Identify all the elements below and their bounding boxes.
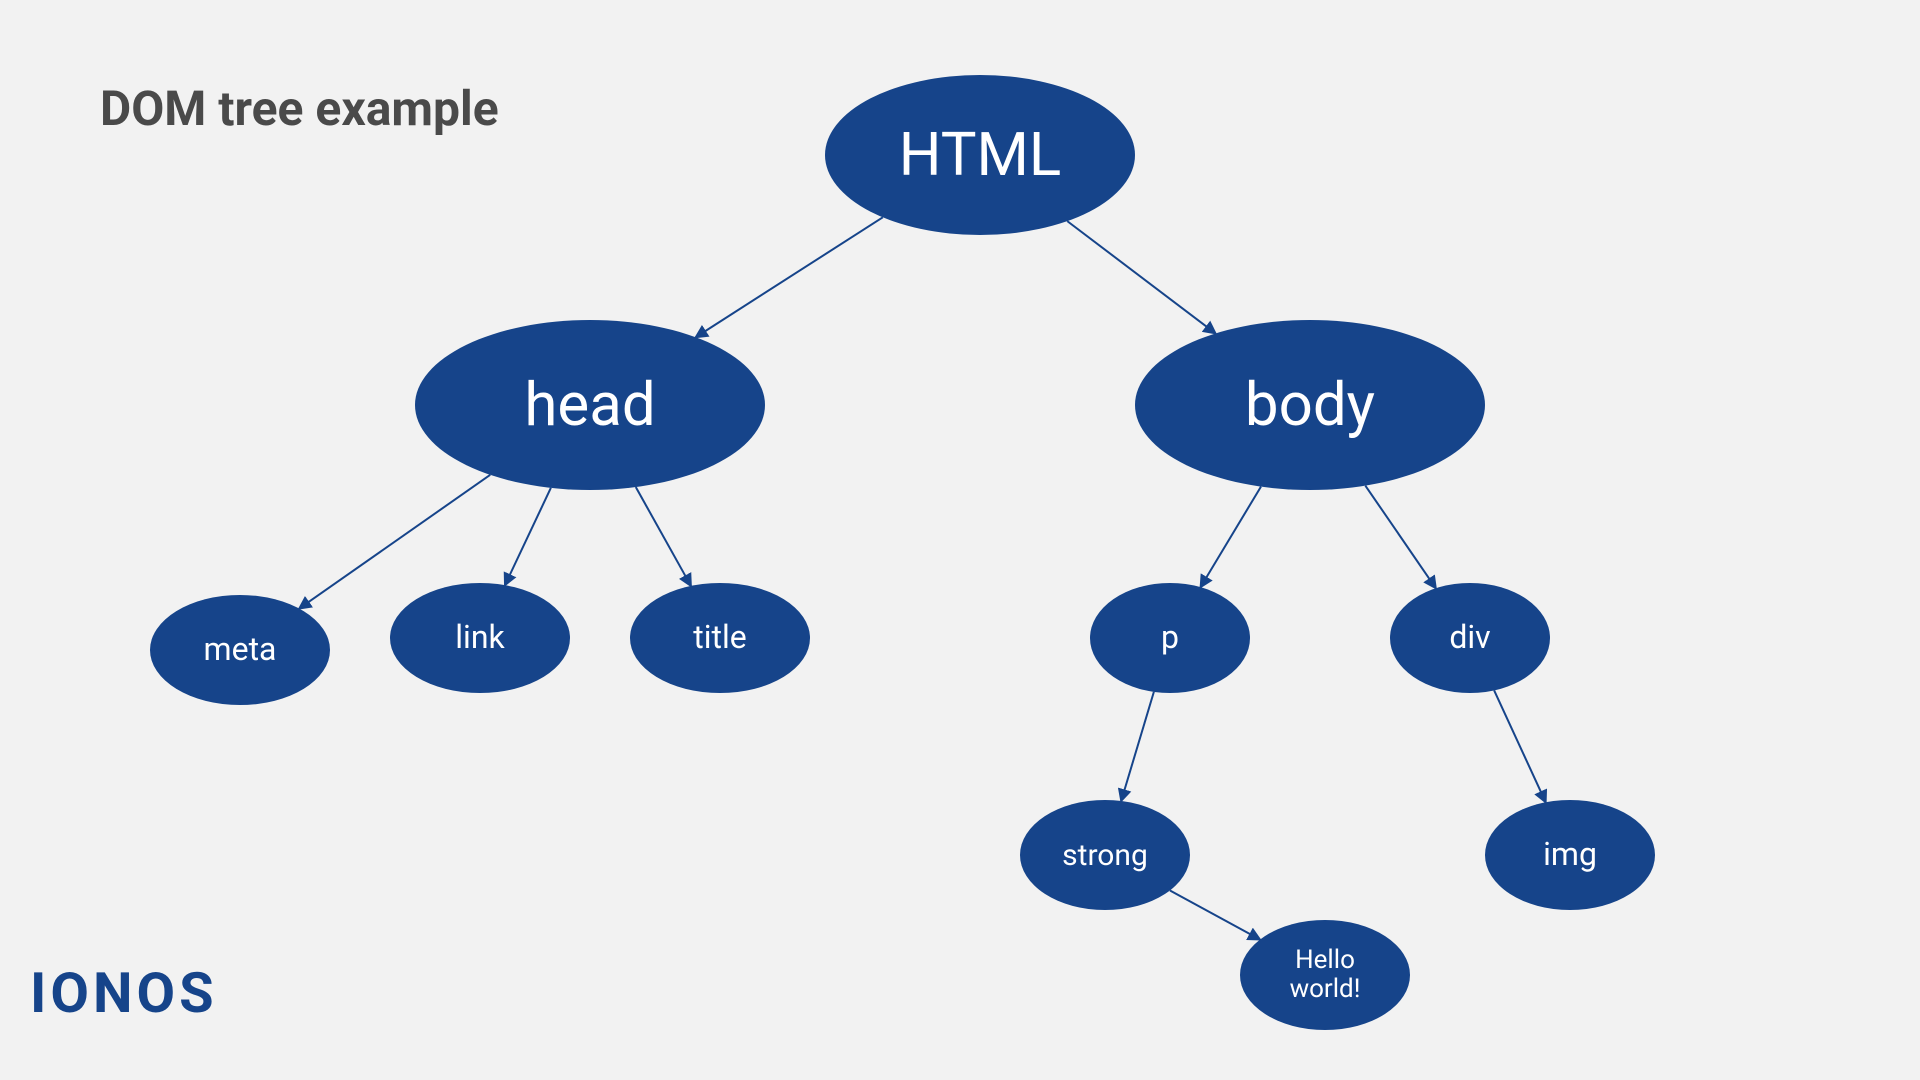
tree-edge-html-body <box>1067 221 1215 333</box>
tree-edge-p-strong <box>1121 692 1154 801</box>
tree-edge-html-head <box>696 217 883 337</box>
tree-node-hello: Hello world! <box>1240 920 1410 1030</box>
brand-logo: IONOS <box>30 960 218 1026</box>
tree-node-title: title <box>630 583 810 693</box>
diagram-title: DOM tree example <box>100 80 499 137</box>
tree-node-html: HTML <box>825 75 1135 235</box>
tree-node-img: img <box>1485 800 1655 910</box>
tree-node-head: head <box>415 320 765 490</box>
tree-node-p: p <box>1090 583 1250 693</box>
tree-edge-body-div <box>1365 486 1435 589</box>
tree-node-div: div <box>1390 583 1550 693</box>
tree-edge-body-p <box>1201 487 1261 588</box>
tree-edge-head-title <box>636 487 691 586</box>
tree-edge-div-img <box>1494 690 1546 802</box>
tree-edge-strong-hello <box>1170 890 1260 939</box>
tree-edge-head-link <box>505 488 551 585</box>
tree-node-strong: strong <box>1020 800 1190 910</box>
tree-node-body: body <box>1135 320 1485 490</box>
tree-node-link: link <box>390 583 570 693</box>
tree-node-meta: meta <box>150 595 330 705</box>
